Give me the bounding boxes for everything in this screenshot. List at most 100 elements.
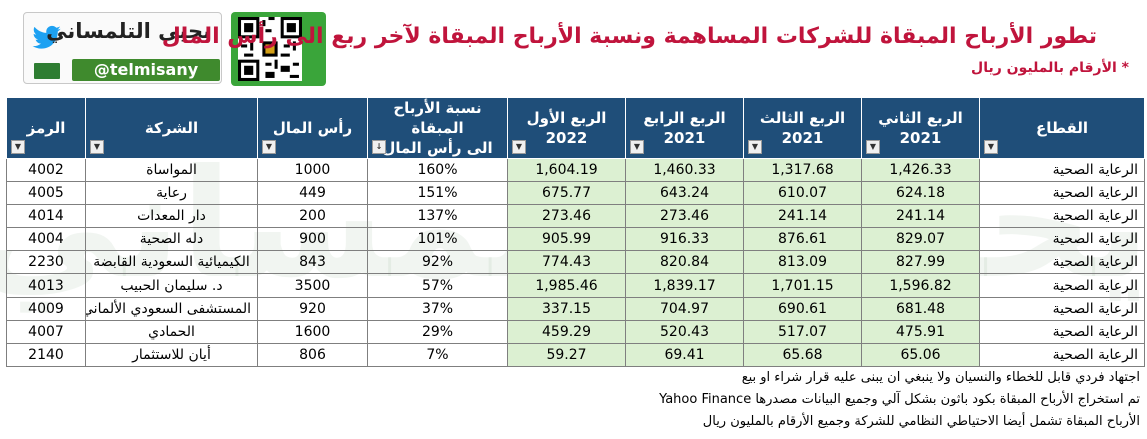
cell-company[interactable]: د. سليمان الحبيب [85,273,258,298]
cell-capital[interactable]: 806 [257,342,368,367]
cell-q2[interactable]: 65.06 [861,342,980,367]
cell-q3[interactable]: 813.09 [743,250,862,275]
cell-q1[interactable]: 337.15 [507,296,626,321]
cell-capital[interactable]: 449 [257,181,368,206]
cell-q4[interactable]: 1,839.17 [625,273,744,298]
cell-code[interactable]: 2230 [6,250,86,275]
cell-q3[interactable]: 690.61 [743,296,862,321]
cell-ratio[interactable]: 37% [367,296,508,321]
cell-capital[interactable]: 3500 [257,273,368,298]
cell-company[interactable]: المستشفى السعودي الألماني [85,296,258,321]
cell-company[interactable]: دار المعدات [85,204,258,229]
table-row: الرعاية الصحية 65.06 65.68 69.41 59.27 7… [6,342,1145,367]
cell-sector[interactable]: الرعاية الصحية [979,250,1145,275]
filter-dropdown-icon[interactable]: ▼ [11,140,25,154]
cell-q3[interactable]: 876.61 [743,227,862,252]
cell-capital[interactable]: 920 [257,296,368,321]
cell-company[interactable]: رعاية [85,181,258,206]
cell-sector[interactable]: الرعاية الصحية [979,342,1145,367]
cell-ratio[interactable]: 101% [367,227,508,252]
cell-q2[interactable]: 681.48 [861,296,980,321]
cell-q3[interactable]: 65.68 [743,342,862,367]
cell-capital[interactable]: 900 [257,227,368,252]
cell-q1[interactable]: 675.77 [507,181,626,206]
cell-sector[interactable]: الرعاية الصحية [979,296,1145,321]
cell-q1[interactable]: 273.46 [507,204,626,229]
cell-q4[interactable]: 820.84 [625,250,744,275]
filter-dropdown-icon[interactable]: ▼ [630,140,644,154]
filter-dropdown-icon[interactable]: ▼ [512,140,526,154]
header-ratio-line2: الى رأس المال [382,139,493,157]
cell-code[interactable]: 4004 [6,227,86,252]
cell-capital[interactable]: 1600 [257,319,368,344]
cell-q2[interactable]: 624.18 [861,181,980,206]
header-capital: رأس المال ▼ [257,97,368,159]
cell-capital[interactable]: 200 [257,204,368,229]
cell-q4[interactable]: 916.33 [625,227,744,252]
cell-company[interactable]: الكيميائية السعودية القابضة [85,250,258,275]
cell-q4[interactable]: 1,460.33 [625,157,744,183]
cell-q3[interactable]: 517.07 [743,319,862,344]
cell-q3[interactable]: 1,701.15 [743,273,862,298]
sort-descending-icon[interactable]: ↓ [372,140,386,154]
cell-capital[interactable]: 1000 [257,157,368,183]
cell-sector[interactable]: الرعاية الصحية [979,273,1145,298]
page-title: تطور الأرباح المبقاة للشركات المساهمة ون… [161,24,1097,49]
filter-dropdown-icon[interactable]: ▼ [866,140,880,154]
filter-active-icon[interactable]: ▼ [984,140,998,154]
cell-ratio[interactable]: 57% [367,273,508,298]
filter-dropdown-icon[interactable]: ▼ [262,140,276,154]
header-q2-2021: الربع الثاني 2021 ▼ [861,97,980,159]
cell-ratio[interactable]: 92% [367,250,508,275]
cell-capital[interactable]: 843 [257,250,368,275]
cell-q2[interactable]: 475.91 [861,319,980,344]
cell-ratio[interactable]: 151% [367,181,508,206]
cell-code[interactable]: 4007 [6,319,86,344]
cell-ratio[interactable]: 29% [367,319,508,344]
cell-q4[interactable]: 520.43 [625,319,744,344]
cell-q4[interactable]: 273.46 [625,204,744,229]
cell-sector[interactable]: الرعاية الصحية [979,227,1145,252]
cell-sector[interactable]: الرعاية الصحية [979,181,1145,206]
cell-company[interactable]: أيان للاستثمار [85,342,258,367]
cell-code[interactable]: 4002 [6,157,86,183]
cell-q3[interactable]: 241.14 [743,204,862,229]
cell-code[interactable]: 2140 [6,342,86,367]
cell-q2[interactable]: 241.14 [861,204,980,229]
cell-sector[interactable]: الرعاية الصحية [979,204,1145,229]
cell-q2[interactable]: 829.07 [861,227,980,252]
cell-q1[interactable]: 774.43 [507,250,626,275]
table-row: الرعاية الصحية 624.18 610.07 643.24 675.… [6,181,1145,206]
cell-q3[interactable]: 1,317.68 [743,157,862,183]
retained-earnings-table: القطاع ▼ الربع الثاني 2021 ▼ الربع الثال… [6,97,1145,367]
cell-code[interactable]: 4009 [6,296,86,321]
cell-ratio[interactable]: 7% [367,342,508,367]
cell-q3[interactable]: 610.07 [743,181,862,206]
footnote-disclaimer: اجتهاد فردي قابل للخطاء والنسيان ولا ينب… [741,370,1140,385]
cell-q2[interactable]: 827.99 [861,250,980,275]
cell-code[interactable]: 4014 [6,204,86,229]
filter-dropdown-icon[interactable]: ▼ [90,140,104,154]
cell-code[interactable]: 4005 [6,181,86,206]
cell-code[interactable]: 4013 [6,273,86,298]
cell-company[interactable]: الحمادي [85,319,258,344]
cell-q1[interactable]: 459.29 [507,319,626,344]
cell-q2[interactable]: 1,596.82 [861,273,980,298]
cell-sector[interactable]: الرعاية الصحية [979,319,1145,344]
cell-q1[interactable]: 905.99 [507,227,626,252]
cell-q2[interactable]: 1,426.33 [861,157,980,183]
filter-dropdown-icon[interactable]: ▼ [748,140,762,154]
cell-q4[interactable]: 643.24 [625,181,744,206]
cell-q4[interactable]: 69.41 [625,342,744,367]
cell-company[interactable]: دله الصحية [85,227,258,252]
footnote-definition: الأرباح المبقاة تشمل أيضا الاحتياطي النظ… [702,414,1140,429]
cell-ratio[interactable]: 137% [367,204,508,229]
cell-ratio[interactable]: 160% [367,157,508,183]
cell-sector[interactable]: الرعاية الصحية [979,157,1145,183]
cell-q1[interactable]: 59.27 [507,342,626,367]
cell-company[interactable]: المواساة [85,157,258,183]
cell-q1[interactable]: 1,985.46 [507,273,626,298]
cell-q4[interactable]: 704.97 [625,296,744,321]
cell-q1[interactable]: 1,604.19 [507,157,626,183]
brand-card: يحيى التلمساني @telmisany [23,12,222,84]
